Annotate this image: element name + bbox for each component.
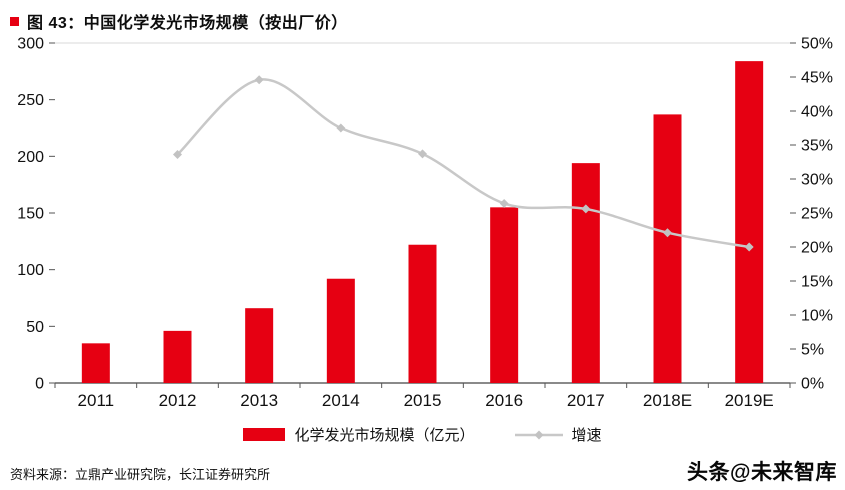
x-axis-label: 2012 [159,391,197,410]
chart-legend: 化学发光市场规模（亿元） 增速 [0,424,845,445]
bar-2015 [408,244,437,383]
right-axis-label: 40% [801,104,833,121]
growth-marker-icon [173,150,182,160]
bar-2011 [81,343,110,383]
line-series-swatch-icon [514,428,563,442]
figure-title-row: 图 43：中国化学发光市场规模（按出厂价） [10,9,348,33]
bar-2012 [163,330,192,383]
bar-2013 [245,308,274,383]
x-axis-label: 2016 [485,391,523,410]
market-size-chart: 0 50 100 150 200 250 300 0% 5% 10% 15% 20% 25% 30% 35%… [17,36,833,411]
right-axis-label: 35% [801,138,833,155]
bar-series-swatch-icon [243,428,286,441]
legend-label-market-size: 化学发光市场规模（亿元） [294,427,475,444]
bar-2019E [735,61,764,384]
left-axis-label: 150 [17,206,44,223]
x-axis-label: 2013 [240,391,278,410]
right-axis-label: 30% [801,172,833,189]
growth-marker-icon [744,242,754,252]
right-axis-label: 0% [801,376,824,393]
legend-label-growth: 增速 [571,427,602,444]
bar-2017 [571,163,600,383]
left-axis-label: 50 [26,319,44,336]
growth-marker-icon [581,204,591,214]
bar-2014 [326,278,355,383]
right-axis-label: 15% [801,274,833,291]
right-axis-label: 25% [801,206,833,223]
growth-marker-icon [418,149,427,159]
bar-2018E [653,114,682,384]
right-axis-label: 50% [801,36,833,53]
left-axis-label: 250 [17,92,44,109]
figure-title: 图 43：中国化学发光市场规模（按出厂价） [27,15,348,32]
x-axis-label: 2018E [643,391,692,410]
left-axis-label: 0 [35,376,44,393]
right-axis-label: 45% [801,70,833,87]
bar-2016 [490,207,519,383]
red-square-bullet-icon [10,16,19,26]
right-axis-label: 10% [801,308,833,325]
left-axis-label: 200 [17,149,44,166]
legend-item-market-size: 化学发光市场规模（亿元） [243,424,475,445]
watermark: 头条@未来智库 [687,461,837,484]
x-axis-label: 2017 [567,391,605,410]
growth-line-series [173,75,754,252]
right-axis-label: 5% [801,342,824,359]
x-axis-label: 2014 [322,391,360,410]
x-axis-label: 2015 [404,391,442,410]
bar-series [81,61,764,384]
growth-marker-icon [336,123,346,133]
x-axis-label: 2019E [725,391,774,410]
growth-marker-icon [254,75,264,85]
left-axis-label: 100 [17,262,44,279]
source-note: 资料来源：立鼎产业研究院，长江证券研究所 [10,467,271,482]
x-axis-label: 2011 [78,391,115,410]
right-axis-label: 20% [801,240,833,257]
left-axis-label: 300 [17,36,44,53]
legend-item-growth: 增速 [514,424,602,445]
growth-marker-icon [499,198,509,208]
growth-marker-icon [663,228,672,238]
